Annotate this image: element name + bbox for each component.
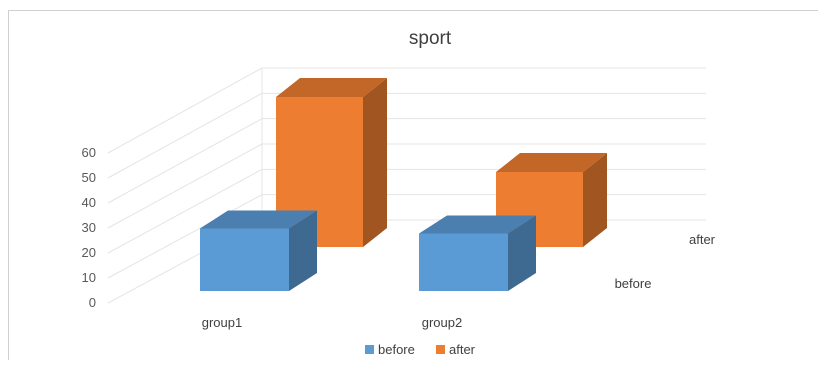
chart-title: sport (409, 28, 452, 49)
frame-left-border (8, 10, 9, 360)
bar-after-group1 (276, 78, 387, 247)
frame-top-border (8, 10, 818, 11)
y-tick-label: 20 (82, 245, 96, 260)
gridline-side (107, 92, 263, 179)
bar-top-face (496, 153, 607, 172)
grid-layer (107, 67, 706, 304)
y-axis-ticks: 0 10 20 30 40 50 60 (82, 145, 96, 310)
depth-label-before: before (615, 276, 652, 291)
y-tick-label: 50 (82, 170, 96, 185)
bar-front-face (419, 233, 508, 291)
legend-label-before: before (378, 342, 415, 357)
bar-side-face (289, 210, 317, 291)
legend-swatch-before (365, 345, 374, 354)
gridline-side (107, 67, 263, 154)
gridline-side (107, 168, 263, 254)
gridline-side (107, 143, 263, 229)
y-tick-label: 30 (82, 220, 96, 235)
bar-front-face (200, 228, 289, 291)
gridline-side (107, 118, 263, 204)
bar-side-face (508, 215, 536, 291)
y-tick-label: 60 (82, 145, 96, 160)
legend-label-after: after (449, 342, 476, 357)
legend-swatch-after (436, 345, 445, 354)
bar-layer (200, 78, 607, 291)
y-tick-label: 40 (82, 195, 96, 210)
bar-side-face (363, 78, 387, 247)
y-tick-label: 10 (82, 270, 96, 285)
bar-side-face (583, 153, 607, 247)
gridline-side (107, 194, 263, 279)
legend: before after (365, 342, 476, 357)
bar-top-face (200, 210, 317, 229)
category-label-group2: group2 (422, 315, 462, 330)
bar-before-group1 (200, 210, 317, 291)
bar-top-face (276, 78, 387, 97)
y-tick-label: 0 (89, 295, 96, 310)
depth-label-after: after (689, 232, 716, 247)
bar-top-face (419, 215, 536, 234)
bar-before-group2 (419, 215, 536, 291)
category-label-group1: group1 (202, 315, 242, 330)
